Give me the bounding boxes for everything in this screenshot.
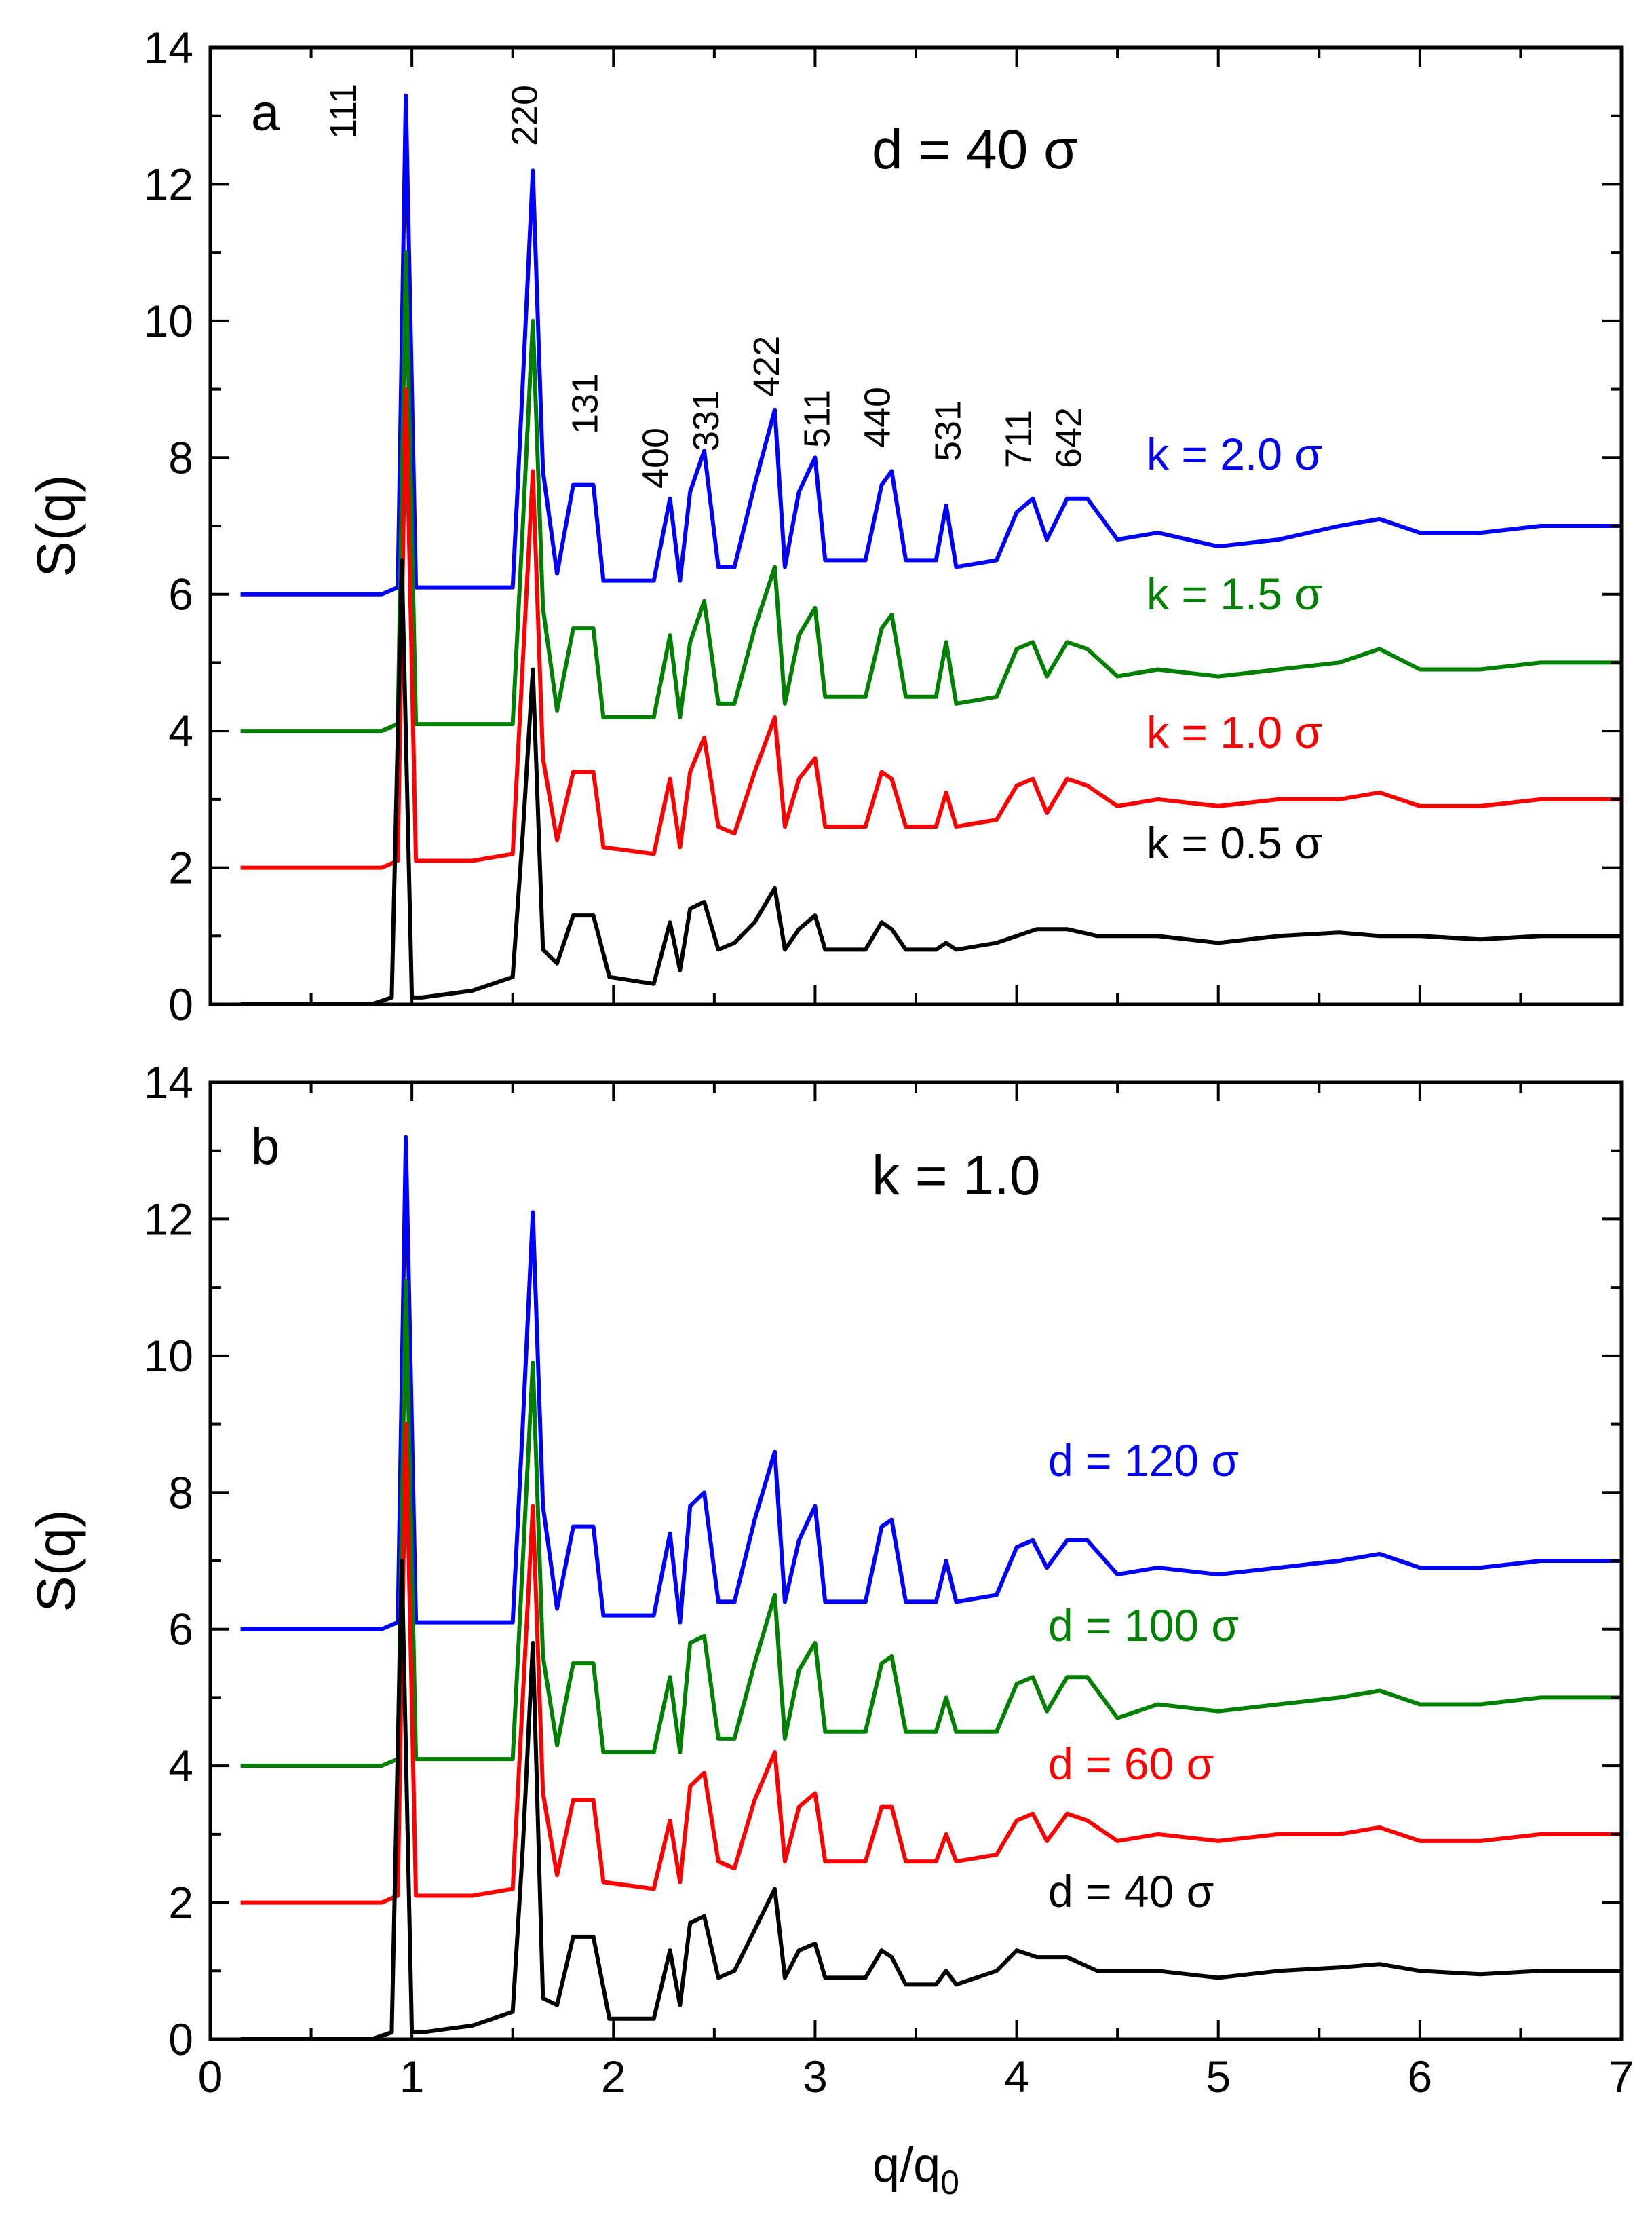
ytick-label: 4 bbox=[168, 1741, 193, 1791]
series-line-a-2 bbox=[240, 387, 1621, 870]
xtick-label: 3 bbox=[803, 2051, 828, 2102]
ticks-b bbox=[209, 1081, 1623, 2041]
series-layer-a bbox=[240, 93, 1621, 1006]
xtick-label: 1 bbox=[400, 2051, 425, 2102]
panel-title-b: k = 1.0 bbox=[872, 1145, 1040, 1207]
series-line-b-3 bbox=[240, 1559, 1621, 2041]
ytick-label: 10 bbox=[144, 296, 193, 346]
ytick-label: 4 bbox=[168, 706, 193, 756]
peak-label: 111 bbox=[323, 83, 364, 139]
series-layer-b bbox=[240, 1135, 1621, 2041]
ytick-label: 0 bbox=[168, 979, 193, 1029]
ytick-label: 8 bbox=[168, 432, 193, 482]
xtick-label: 5 bbox=[1206, 2051, 1231, 2102]
ylabel-b: S(q) bbox=[26, 1509, 86, 1612]
peak-label: 331 bbox=[686, 390, 727, 451]
series-label-b-2: d = 60 σ bbox=[1048, 1739, 1214, 1789]
peak-label: 511 bbox=[796, 390, 837, 448]
xtick-label: 7 bbox=[1609, 2051, 1634, 2102]
series-label-b-0: d = 120 σ bbox=[1048, 1435, 1239, 1485]
ytick-label: 12 bbox=[144, 159, 193, 209]
ytick-label: 8 bbox=[168, 1467, 193, 1517]
ytick-label: 2 bbox=[168, 843, 193, 893]
xlabel-main: q/q bbox=[872, 2138, 940, 2193]
xtick-label: 2 bbox=[601, 2051, 626, 2102]
peak-label: 400 bbox=[636, 428, 676, 489]
ytick-label: 0 bbox=[168, 2014, 193, 2064]
ytick-label: 6 bbox=[168, 1604, 193, 1654]
peak-label: 220 bbox=[504, 85, 545, 146]
series-label-a-3: k = 0.5 σ bbox=[1147, 818, 1322, 868]
peak-label: 711 bbox=[998, 410, 1039, 468]
series-label-a-1: k = 1.5 σ bbox=[1147, 569, 1322, 619]
legend-labels-b: d = 120 σ d = 100 σ d = 60 σ d = 40 σ bbox=[1048, 1435, 1239, 1916]
series-line-a-1 bbox=[240, 250, 1621, 734]
series-line-a-3 bbox=[240, 558, 1621, 1006]
ytick-label: 10 bbox=[144, 1331, 193, 1381]
panel-title-a: d = 40 σ bbox=[872, 119, 1078, 181]
series-label-a-0: k = 2.0 σ bbox=[1147, 429, 1322, 479]
ytick-label: 12 bbox=[144, 1194, 193, 1244]
ylabel-a: S(q) bbox=[26, 474, 86, 577]
xtick-labels-b: 0 1 2 3 4 5 6 7 bbox=[198, 2051, 1634, 2102]
ytick-label: 2 bbox=[168, 1878, 193, 1928]
series-line-a-0 bbox=[240, 93, 1621, 597]
series-label-a-2: k = 1.0 σ bbox=[1147, 707, 1322, 757]
ytick-label: 14 bbox=[144, 1057, 193, 1108]
panel-letter-a: a bbox=[251, 84, 280, 142]
series-label-b-3: d = 40 σ bbox=[1048, 1866, 1214, 1916]
series-line-b-1 bbox=[240, 1279, 1621, 1768]
series-line-b-2 bbox=[240, 1422, 1621, 1905]
peak-label: 440 bbox=[857, 387, 898, 448]
panel-letter-b: b bbox=[251, 1118, 280, 1175]
peak-label: 642 bbox=[1049, 407, 1090, 468]
ytick-label: 14 bbox=[144, 22, 193, 73]
panel-a: 0 2 4 6 8 10 12 14 S(q) a d = 40 σ 111 220 131 400… bbox=[26, 22, 1624, 1029]
xtick-label: 0 bbox=[198, 2051, 223, 2102]
xlabel: q/q0 bbox=[872, 2138, 959, 2201]
ytick-labels-a: 0 2 4 6 8 10 12 14 bbox=[144, 22, 193, 1029]
ticks-a bbox=[209, 46, 1623, 1006]
legend-labels-a: k = 2.0 σ k = 1.5 σ k = 1.0 σ k = 0.5 σ bbox=[1147, 429, 1322, 868]
xtick-label: 4 bbox=[1004, 2051, 1029, 2102]
peak-label: 131 bbox=[565, 373, 606, 434]
series-label-b-1: d = 100 σ bbox=[1048, 1600, 1239, 1650]
ytick-label: 6 bbox=[168, 569, 193, 620]
xlabel-subscript: 0 bbox=[940, 2163, 959, 2201]
series-line-b-0 bbox=[240, 1135, 1621, 1631]
xtick-label: 6 bbox=[1407, 2051, 1432, 2102]
peak-label: 422 bbox=[746, 336, 787, 397]
peak-label: 531 bbox=[927, 400, 968, 461]
ytick-labels-b: 0 2 4 6 8 10 12 14 bbox=[144, 1057, 193, 2064]
